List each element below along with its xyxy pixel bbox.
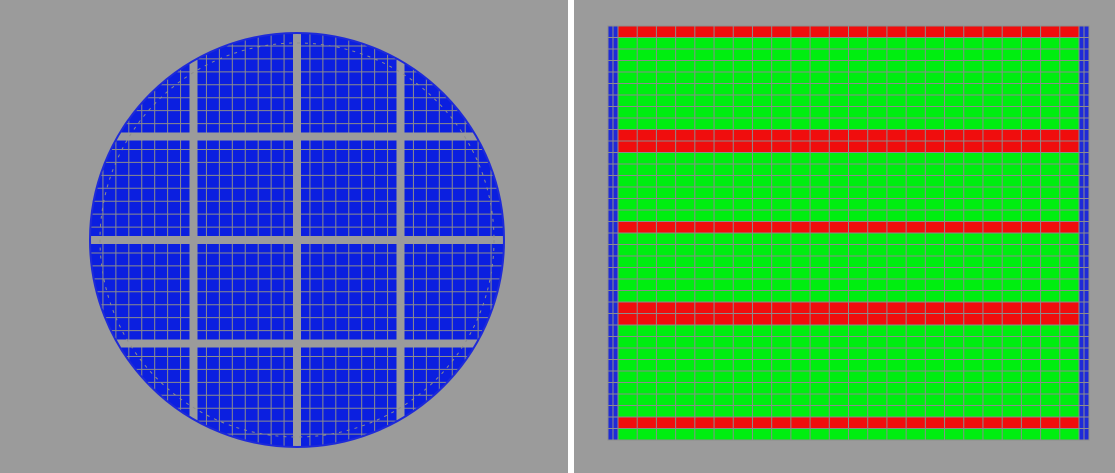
wafer-mesh-diagram [89,32,505,448]
wafer-top-view-panel [0,0,568,473]
wafer-edge-ring [99,42,495,438]
wafer-grid [90,33,504,447]
section-outline [607,25,1090,441]
wafer-block-separator [90,236,504,244]
wafer-block-separator [90,339,504,348]
wafer-outline [89,32,505,448]
cross-section-view-panel [574,0,1115,473]
cross-section-mesh-diagram [607,25,1090,441]
wafer-block-separator [396,33,405,447]
